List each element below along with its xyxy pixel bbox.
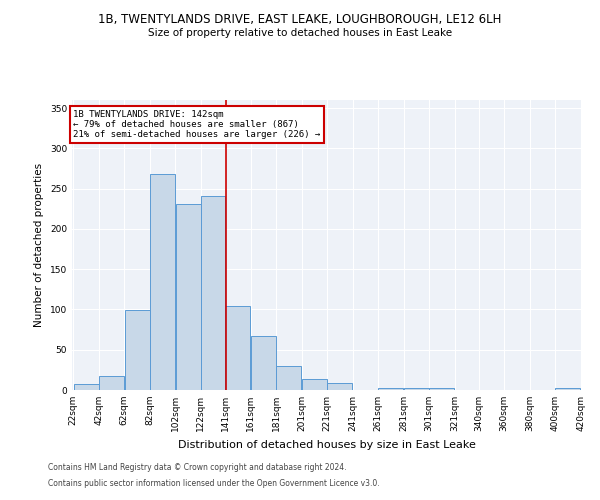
Bar xyxy=(125,310,149,390)
Bar xyxy=(327,383,352,390)
Y-axis label: Number of detached properties: Number of detached properties xyxy=(34,163,44,327)
Bar xyxy=(378,388,403,390)
Text: Contains HM Land Registry data © Crown copyright and database right 2024.: Contains HM Land Registry data © Crown c… xyxy=(48,464,347,472)
Bar xyxy=(201,196,225,390)
Bar xyxy=(74,384,98,390)
Bar xyxy=(302,378,327,390)
Bar xyxy=(150,174,175,390)
Bar xyxy=(429,388,454,390)
Bar xyxy=(251,336,276,390)
Bar xyxy=(225,306,250,390)
Text: Size of property relative to detached houses in East Leake: Size of property relative to detached ho… xyxy=(148,28,452,38)
Bar xyxy=(176,204,200,390)
Bar xyxy=(99,376,124,390)
Bar xyxy=(556,388,580,390)
Text: 1B TWENTYLANDS DRIVE: 142sqm
← 79% of detached houses are smaller (867)
21% of s: 1B TWENTYLANDS DRIVE: 142sqm ← 79% of de… xyxy=(73,110,320,140)
Bar xyxy=(404,388,429,390)
X-axis label: Distribution of detached houses by size in East Leake: Distribution of detached houses by size … xyxy=(178,440,476,450)
Text: Contains public sector information licensed under the Open Government Licence v3: Contains public sector information licen… xyxy=(48,478,380,488)
Bar xyxy=(276,366,301,390)
Text: 1B, TWENTYLANDS DRIVE, EAST LEAKE, LOUGHBOROUGH, LE12 6LH: 1B, TWENTYLANDS DRIVE, EAST LEAKE, LOUGH… xyxy=(98,12,502,26)
